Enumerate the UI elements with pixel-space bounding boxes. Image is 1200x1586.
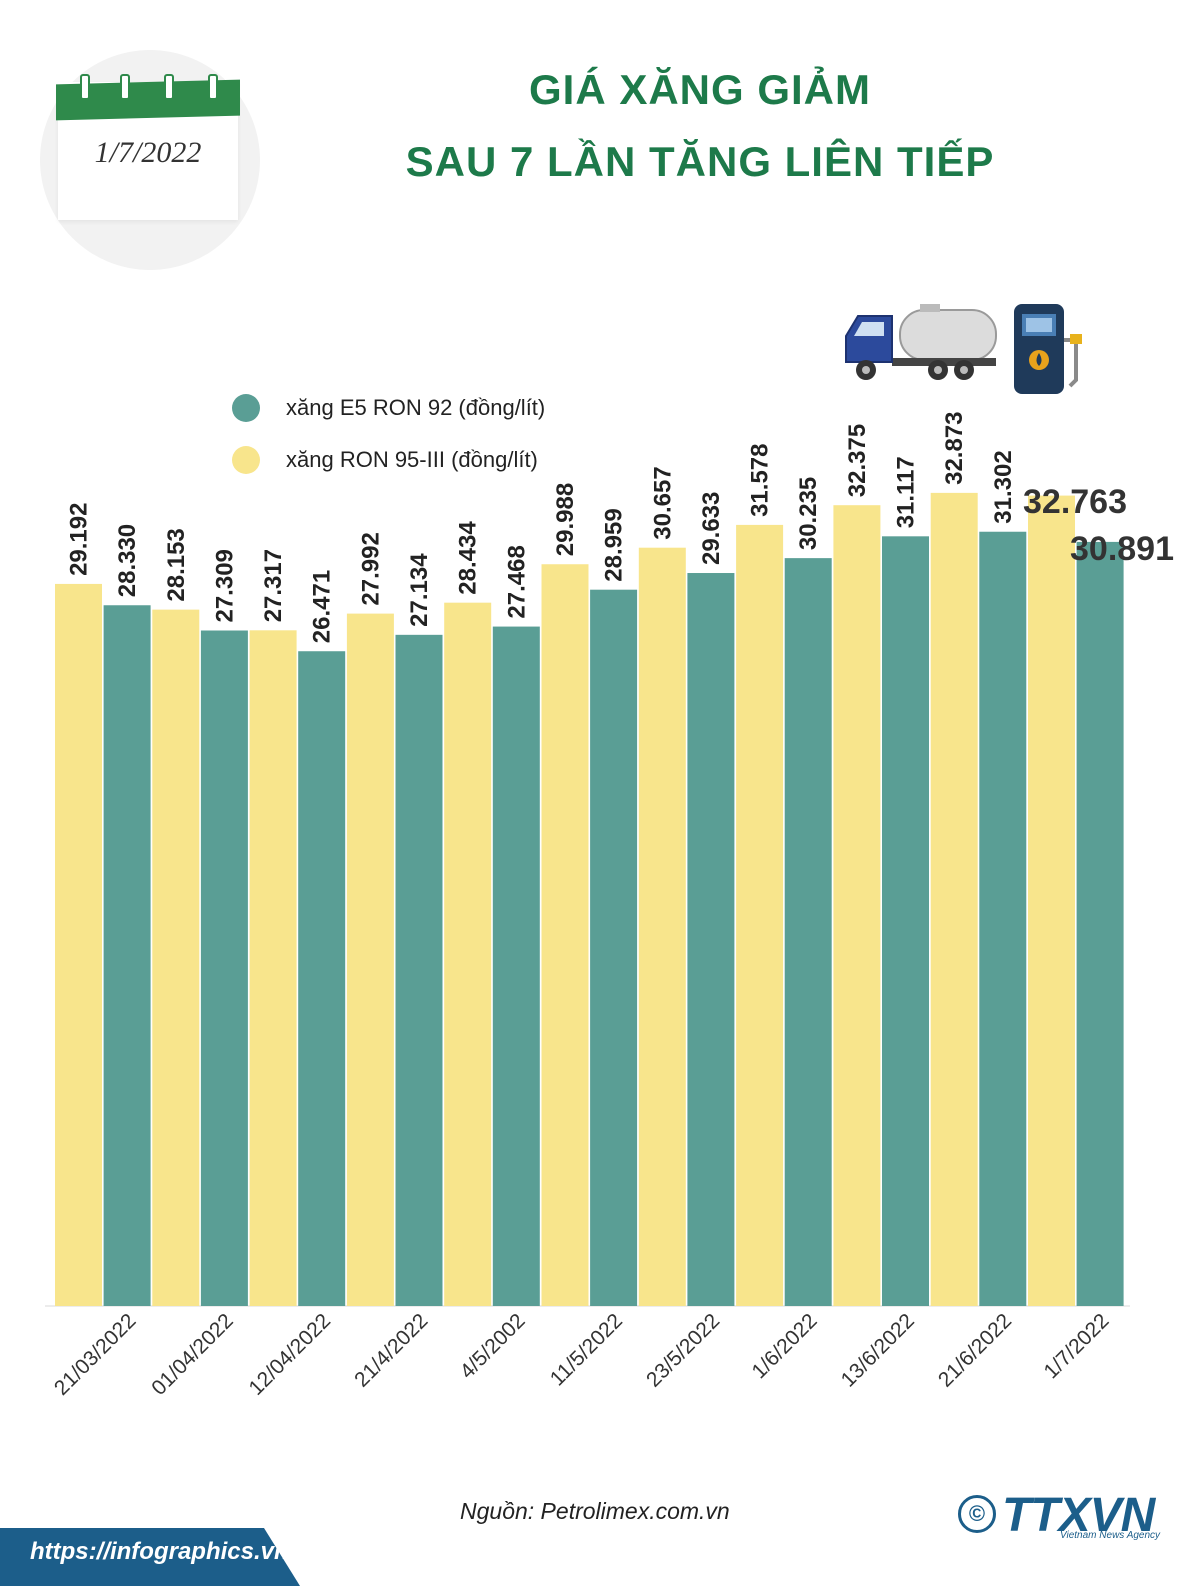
data-label-ron95: 32.873 <box>941 411 968 484</box>
x-tick-label: 1/7/2022 <box>1039 1309 1113 1383</box>
data-label-e5: 29.633 <box>698 492 725 565</box>
footer-url-link[interactable]: https://infographics.vn <box>30 1538 289 1565</box>
bar-ron95 <box>736 524 784 1306</box>
bar-ron95 <box>833 505 881 1307</box>
bar-ron95 <box>249 630 297 1306</box>
source-note: Nguồn: Petrolimex.com.vn <box>460 1498 730 1524</box>
bar-e5 <box>784 558 832 1306</box>
legend-swatch-e5 <box>232 394 260 422</box>
page-title-line2: SAU 7 LẦN TĂNG LIÊN TIẾP <box>405 138 995 185</box>
bar-e5 <box>590 589 638 1306</box>
bar-ron95 <box>444 602 492 1306</box>
legend-item-e5: xăng E5 RON 92 (đồng/lít) <box>232 394 545 422</box>
page-title-line1: GIÁ XĂNG GIẢM <box>528 66 871 113</box>
bar-ron95 <box>930 492 978 1306</box>
bar-ron95 <box>55 583 102 1306</box>
bar-e5 <box>882 536 929 1306</box>
x-tick-label: 4/5/2002 <box>456 1309 530 1383</box>
data-label-ron95: 28.153 <box>163 528 190 601</box>
calendar-ring <box>120 74 130 100</box>
data-label-e5: 30.235 <box>795 477 822 550</box>
legend-item-ron95: xăng RON 95-III (đồng/lít) <box>232 446 538 474</box>
brand-subtitle: Vietnam News Agency <box>1060 1530 1161 1541</box>
data-label-e5: 28.959 <box>601 508 628 581</box>
bar-e5 <box>395 634 443 1306</box>
bar-ron95 <box>1028 495 1075 1307</box>
data-label-ron95: 29.988 <box>552 483 579 556</box>
legend-label-ron95: xăng RON 95-III (đồng/lít) <box>286 447 538 472</box>
fuel-pump-icon <box>1014 304 1082 394</box>
footer-band <box>0 1528 300 1586</box>
data-label-ron95: 30.657 <box>649 466 676 539</box>
bar-ron95 <box>541 564 589 1306</box>
calendar-date: 1/7/2022 <box>94 136 202 169</box>
brand-logo: TTXVN <box>1002 1489 1155 1542</box>
bar-e5 <box>1076 541 1124 1306</box>
data-label-ron95: 29.192 <box>66 503 93 576</box>
bar-e5 <box>492 626 540 1306</box>
x-tick-label: 11/5/2022 <box>546 1309 627 1390</box>
data-label-e5: 28.330 <box>114 524 141 597</box>
calendar-ring <box>80 74 90 100</box>
bar-ron95 <box>346 613 394 1306</box>
data-label-ron95: 27.992 <box>357 532 384 605</box>
x-tick-label: 21/03/2022 <box>50 1309 141 1400</box>
data-label-e5: 26.471 <box>309 570 336 643</box>
bar-e5 <box>687 573 735 1306</box>
bar-e5 <box>103 605 151 1306</box>
bar-e5 <box>298 651 346 1306</box>
x-tick-label: 13/6/2022 <box>837 1309 919 1391</box>
bar-e5 <box>200 630 248 1306</box>
x-tick-label: 23/5/2022 <box>642 1309 724 1391</box>
calendar-ring <box>164 74 174 100</box>
x-tick-label: 21/6/2022 <box>934 1309 1016 1391</box>
x-tick-label: 12/04/2022 <box>245 1309 336 1400</box>
data-label-e5: 30.891 <box>1070 530 1174 568</box>
x-tick-label: 01/04/2022 <box>147 1309 238 1400</box>
legend-label-e5: xăng E5 RON 92 (đồng/lít) <box>286 395 546 420</box>
data-label-e5: 31.117 <box>893 456 920 528</box>
data-label-ron95: 28.434 <box>455 521 482 595</box>
data-label-ron95: 32.763 <box>1023 483 1127 521</box>
x-tick-label: 21/4/2022 <box>350 1309 432 1391</box>
copyright-icon: © <box>958 1495 996 1533</box>
x-tick-label: 1/6/2022 <box>748 1309 822 1383</box>
data-label-e5: 31.302 <box>990 450 1017 523</box>
data-label-ron95: 27.317 <box>260 549 287 622</box>
data-label-e5: 27.309 <box>211 549 238 622</box>
data-label-ron95: 31.578 <box>747 444 774 517</box>
bar-ron95 <box>152 609 200 1306</box>
fuel-truck-icon <box>845 304 997 380</box>
data-label-e5: 27.134 <box>406 553 433 627</box>
calendar-icon: 1/7/2022 <box>56 74 240 220</box>
bar-e5 <box>979 531 1027 1306</box>
data-label-ron95: 32.375 <box>844 424 871 497</box>
bar-chart: 29.192 28.153 27.317 27.992 28.434 29.988 30.6… <box>45 411 1174 1400</box>
legend-swatch-ron95 <box>232 446 260 474</box>
calendar-ring <box>208 74 218 100</box>
bar-ron95 <box>638 547 686 1306</box>
data-label-e5: 27.468 <box>503 545 530 618</box>
